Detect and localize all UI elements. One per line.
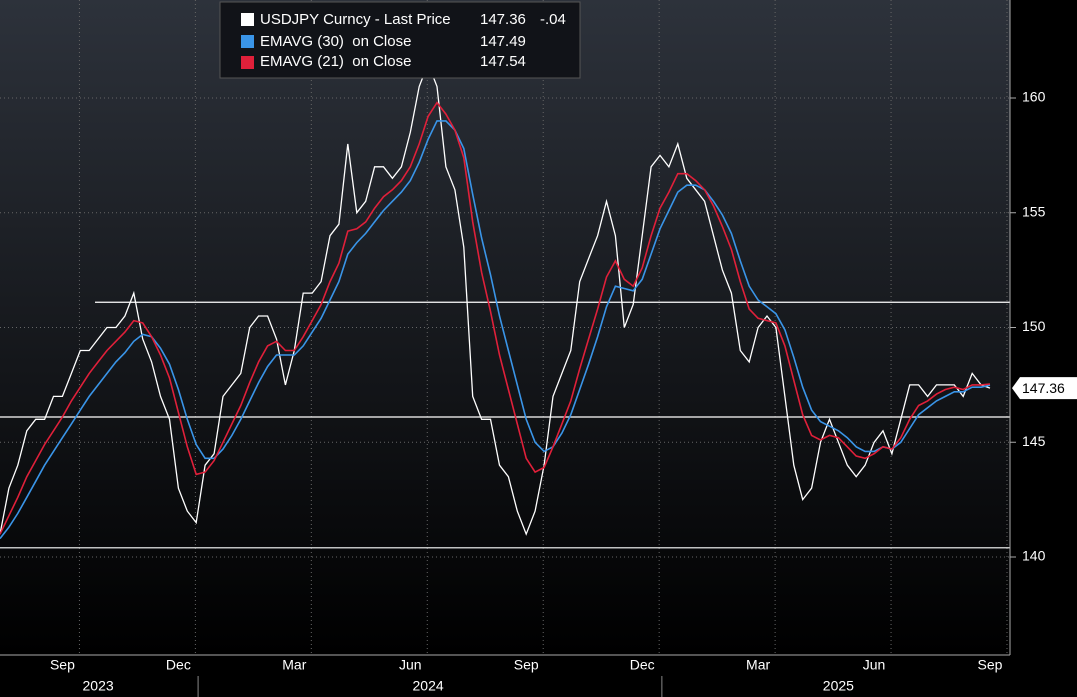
legend-label: EMAVG (30) on Close [260,33,411,50]
x-tick-label: Mar [746,657,770,673]
legend-swatch [241,35,254,48]
year-label: 2024 [413,678,444,694]
ema-line [0,120,991,540]
legend-change: -.04 [540,11,566,28]
y-tick-label: 140 [1022,548,1046,564]
legend-value: 147.36 [480,11,526,28]
legend-swatch [241,13,254,26]
legend-box [219,1,581,79]
x-tick-label: Mar [282,657,306,673]
legend-swatch [241,56,254,69]
x-tick-label: Sep [978,657,1003,673]
y-tick-label: 145 [1022,433,1046,449]
legend-value: 147.49 [480,33,526,50]
ema-line [0,101,991,535]
year-label: 2025 [823,678,854,694]
x-tick-label: Jun [863,657,886,673]
y-tick-label: 155 [1022,203,1046,219]
x-tick-label: Dec [630,657,655,673]
y-tick-label: 150 [1022,318,1046,334]
x-tick-label: Jun [399,657,422,673]
legend-label: USDJPY Curncy - Last Price [260,11,451,28]
legend-label: EMAVG (21) on Close [260,53,411,70]
price-line [0,61,991,536]
year-label: 2023 [83,678,114,694]
last-price-tag [1012,377,1077,400]
x-tick-label: Sep [50,657,75,673]
x-tick-label: Dec [166,657,191,673]
legend: USDJPY Curncy - Last Price 147.36 -.04 E… [219,1,581,79]
legend-value: 147.54 [480,53,526,70]
y-tick-label: 160 [1022,89,1046,105]
x-tick-label: Sep [514,657,539,673]
last-price-label: 147.36 [1022,380,1065,396]
